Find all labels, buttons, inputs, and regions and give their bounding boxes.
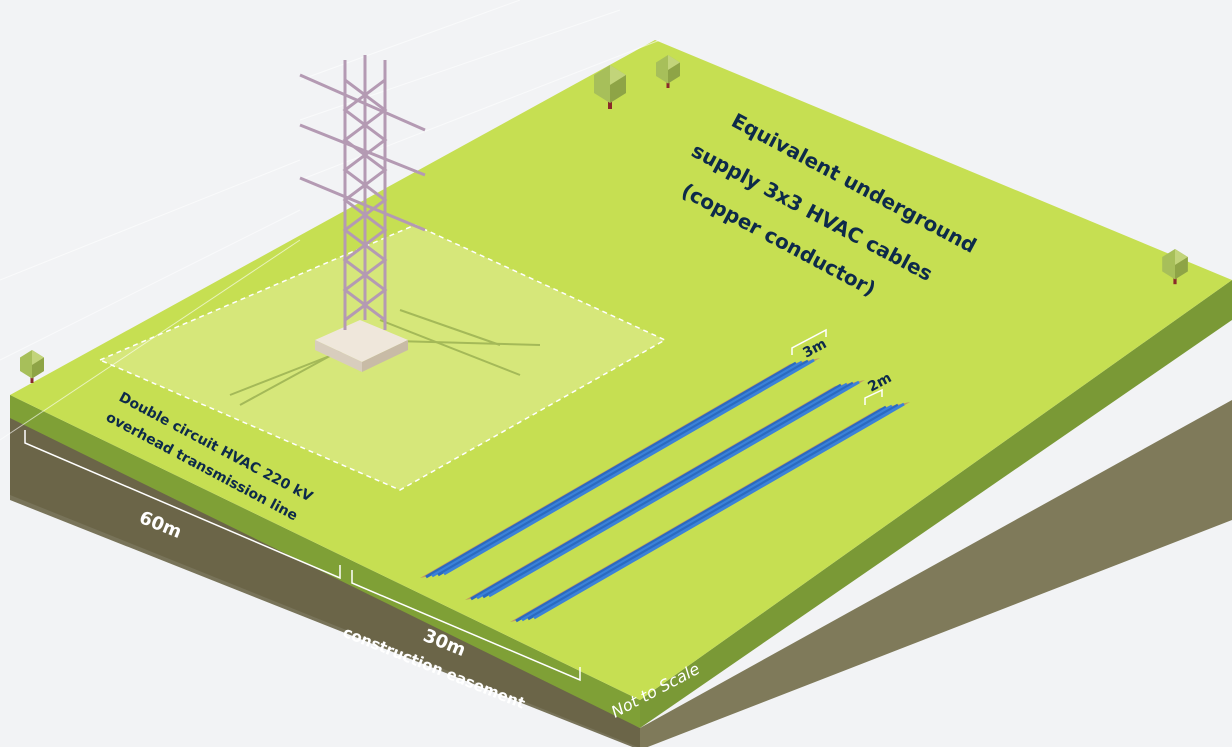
grass-top <box>10 40 1232 700</box>
dimension-brackets <box>24 328 883 682</box>
soil-right-face <box>640 400 1232 747</box>
transmission-tower <box>299 55 426 372</box>
tree-icon <box>20 350 44 383</box>
tower-base <box>315 320 408 362</box>
grass-edge-right <box>640 280 1232 728</box>
overhead-conductors <box>0 0 661 441</box>
grass-edge-front <box>10 395 640 728</box>
